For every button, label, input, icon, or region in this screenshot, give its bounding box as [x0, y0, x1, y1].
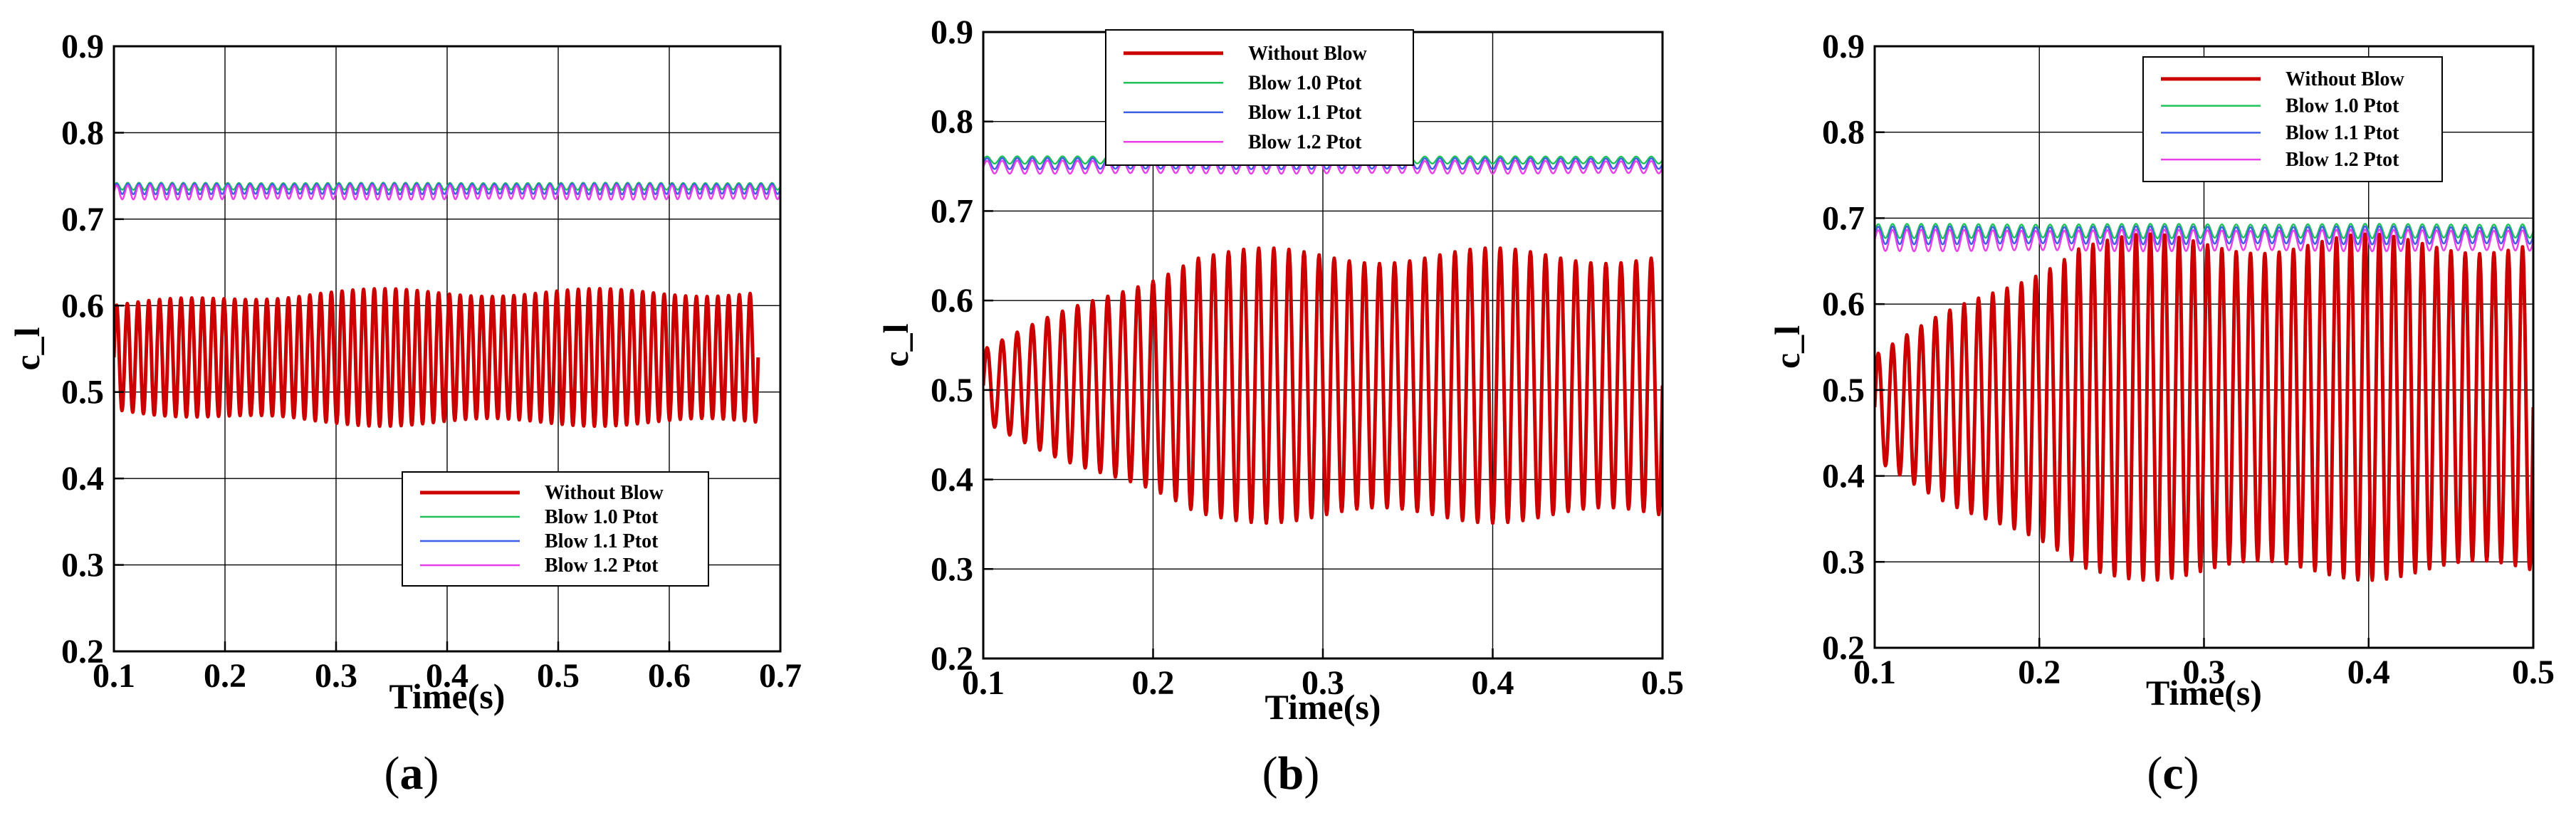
chart-panel-c: 0.1 0.2 0.3 0.4 0.50.20.30.40.50.60.70.80.9T…	[1767, 28, 2555, 799]
y-axis-label: c_l	[876, 323, 916, 367]
x-tick-label: 0.1	[962, 664, 1005, 702]
legend-label: Blow 1.1 Ptot	[545, 530, 659, 552]
panel-letter: a	[400, 747, 424, 799]
x-tick-label: 0.4	[2347, 653, 2390, 691]
y-tick-label: 0.9	[61, 28, 104, 65]
panel-label: (b)	[1262, 747, 1320, 799]
legend-label: Without Blow	[2286, 68, 2405, 90]
x-tick-label: 0.3	[2183, 653, 2226, 691]
legend-label: Blow 1.1 Ptot	[2286, 122, 2399, 144]
legend: Without Blow Blow 1.0 Ptot Blow 1.1 Ptot Bl…	[2142, 56, 2443, 182]
x-tick-label: 0.1	[93, 657, 135, 695]
panel-letter: b	[1278, 747, 1304, 799]
x-tick-label: 0.4	[426, 657, 468, 695]
y-tick-label: 0.8	[931, 103, 973, 141]
legend-label: Blow 1.2 Ptot	[1248, 131, 1362, 153]
y-axis-label: c_l	[1767, 325, 1807, 369]
panel-label: (a)	[384, 747, 439, 799]
series-line	[1875, 229, 2533, 253]
y-axis-label: c_l	[7, 327, 47, 370]
y-tick-label: 0.4	[931, 461, 973, 499]
y-tick-label: 0.2	[1822, 629, 1865, 667]
x-axis-label: Time(s)	[1265, 687, 1381, 727]
series-line	[114, 182, 780, 196]
series-line	[114, 287, 760, 429]
y-tick-label: 0.7	[1822, 199, 1865, 237]
x-tick-label: 0.2	[2018, 653, 2061, 691]
panel-letter: c	[2162, 747, 2183, 799]
y-tick-label: 0.8	[61, 114, 104, 152]
legend-label: Without Blow	[545, 482, 664, 504]
legend-label: Without Blow	[1248, 43, 1368, 65]
x-axis-label: Time(s)	[2146, 673, 2262, 713]
y-tick-label: 0.3	[931, 550, 973, 588]
y-tick-label: 0.4	[61, 460, 104, 498]
legend-label: Blow 1.0 Ptot	[545, 506, 659, 528]
y-tick-label: 0.9	[1822, 28, 1865, 65]
x-tick-label: 0.2	[204, 657, 246, 695]
y-tick-label: 0.4	[1822, 458, 1865, 495]
x-tick-label: 0.3	[315, 657, 357, 695]
chart-panel-b: 0.1 0.2 0.3 0.4 0.50.20.30.40.50.60.70.80.9T…	[876, 14, 1684, 799]
y-tick-label: 0.2	[61, 633, 104, 671]
chart-panel-a: 0.1 0.2 0.3 0.4 0.5 0.6 0.70.20.30.40.50.60.70…	[7, 28, 802, 799]
legend-label: Blow 1.0 Ptot	[1248, 72, 1362, 94]
y-tick-label: 0.3	[1822, 543, 1865, 581]
series-line	[1875, 232, 2533, 582]
y-tick-label: 0.3	[61, 547, 104, 584]
y-tick-label: 0.6	[61, 287, 104, 325]
x-axis-label: Time(s)	[389, 676, 506, 716]
series-line	[114, 184, 780, 201]
x-tick-label: 0.4	[1472, 664, 1514, 702]
x-tick-label: 0.7	[759, 657, 802, 695]
x-tick-label: 0.5	[1641, 664, 1684, 702]
series-line	[983, 159, 1663, 175]
x-tick-label: 0.6	[648, 657, 691, 695]
y-tick-label: 0.9	[931, 14, 973, 51]
series-line	[114, 182, 780, 191]
y-tick-label: 0.8	[1822, 114, 1865, 152]
x-tick-label: 0.3	[1302, 664, 1344, 702]
series-line	[1875, 223, 2533, 239]
x-tick-label: 0.5	[2512, 653, 2555, 691]
y-tick-label: 0.2	[931, 640, 973, 678]
legend-label: Blow 1.0 Ptot	[2286, 95, 2399, 117]
y-tick-label: 0.7	[931, 192, 973, 230]
x-tick-label: 0.2	[1132, 664, 1175, 702]
y-tick-label: 0.5	[1822, 372, 1865, 409]
y-tick-label: 0.6	[1822, 285, 1865, 323]
x-tick-label: 0.1	[1853, 653, 1896, 691]
x-tick-label: 0.5	[537, 657, 580, 695]
y-tick-label: 0.5	[61, 374, 104, 411]
panel-label: (c)	[2147, 747, 2199, 799]
y-tick-label: 0.6	[931, 282, 973, 320]
y-tick-label: 0.5	[931, 372, 973, 409]
y-tick-label: 0.7	[61, 201, 104, 238]
legend-label: Blow 1.2 Ptot	[545, 555, 659, 577]
legend-label: Blow 1.1 Ptot	[1248, 102, 1362, 124]
series-line	[1875, 225, 2533, 246]
legend-label: Blow 1.2 Ptot	[2286, 149, 2399, 171]
series-line	[983, 246, 1663, 525]
legend: Without Blow Blow 1.0 Ptot Blow 1.1 Ptot Bl…	[1105, 29, 1414, 166]
